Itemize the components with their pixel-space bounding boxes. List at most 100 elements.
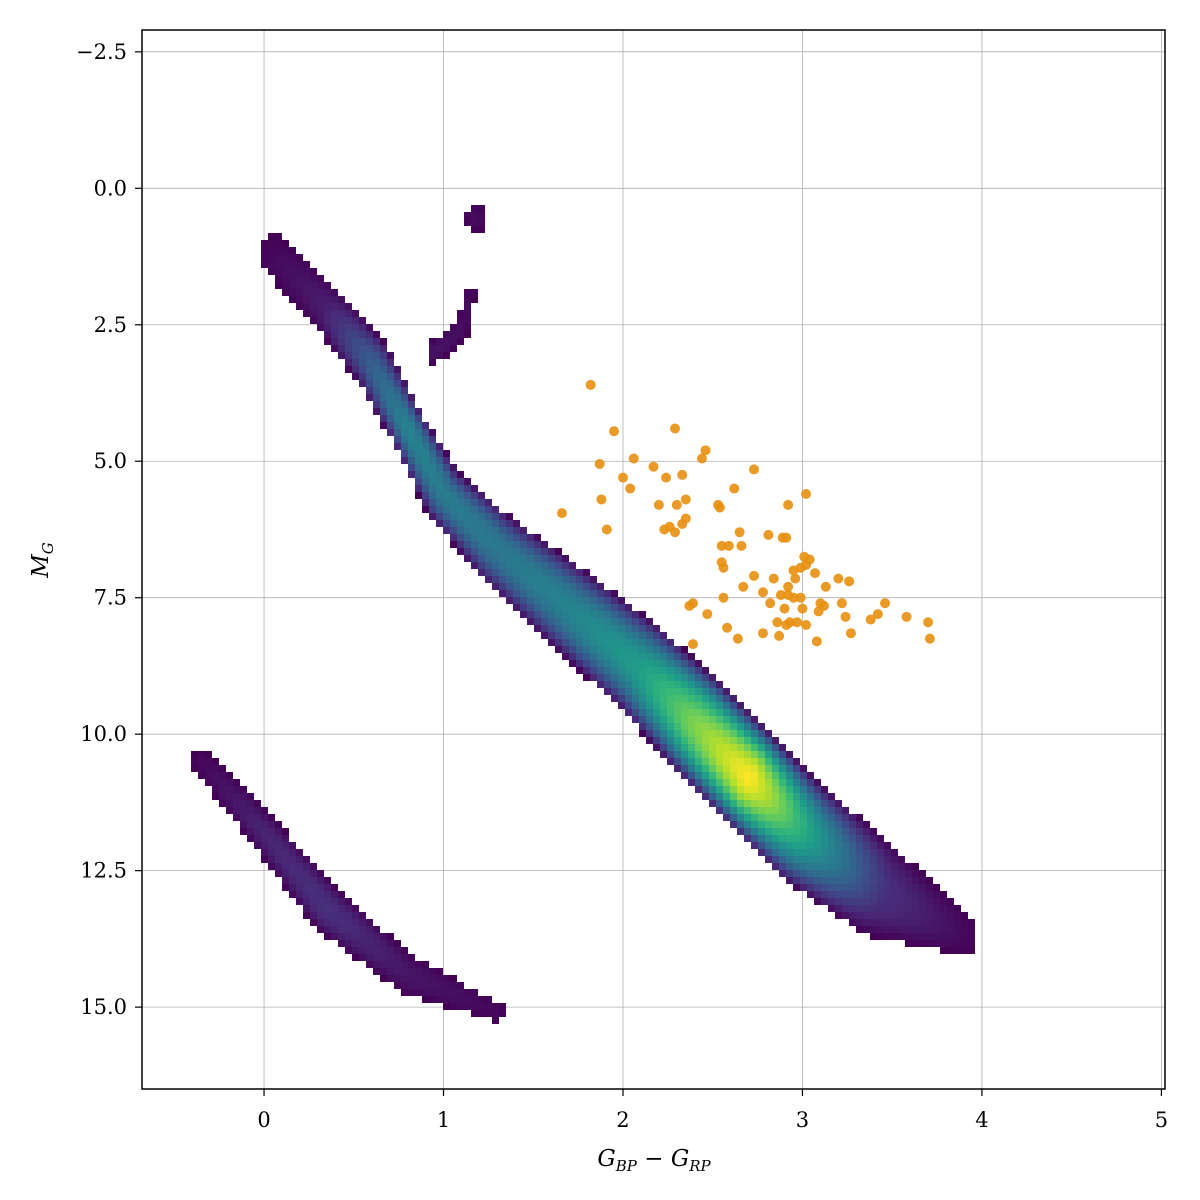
density-cell	[275, 275, 282, 282]
density-cell	[268, 863, 275, 870]
density-cell	[387, 975, 394, 982]
scatter-point	[781, 620, 792, 631]
density-cell	[709, 772, 716, 779]
density-cell	[499, 541, 506, 548]
density-cell	[884, 926, 891, 933]
density-cell	[310, 877, 317, 884]
density-cell	[471, 296, 478, 303]
density-cell	[709, 744, 716, 751]
density-cell	[884, 933, 891, 940]
density-cell	[856, 849, 863, 856]
density-cell	[653, 730, 660, 737]
density-cell	[352, 926, 359, 933]
density-cell	[310, 884, 317, 891]
density-cell	[296, 296, 303, 303]
density-cell	[436, 989, 443, 996]
density-cell	[289, 891, 296, 898]
density-cell	[793, 814, 800, 821]
density-cell	[667, 702, 674, 709]
density-cell	[863, 842, 870, 849]
density-cell	[674, 737, 681, 744]
density-cell	[940, 905, 947, 912]
density-cell	[506, 562, 513, 569]
density-cell	[793, 772, 800, 779]
density-cell	[275, 863, 282, 870]
density-cell	[429, 982, 436, 989]
density-cell	[807, 856, 814, 863]
density-cell	[800, 870, 807, 877]
y-tick-label: 7.5	[94, 586, 127, 610]
x-tick-label: 4	[975, 1108, 988, 1132]
density-cell	[338, 912, 345, 919]
density-cell	[310, 310, 317, 317]
scatter-point	[687, 639, 698, 650]
density-cell	[807, 828, 814, 835]
density-cell	[415, 989, 422, 996]
y-tick-label: 10.0	[80, 722, 127, 746]
density-cell	[898, 863, 905, 870]
density-cell	[555, 583, 562, 590]
density-cell	[569, 569, 576, 576]
density-cell	[807, 891, 814, 898]
density-cell	[555, 611, 562, 618]
density-cell	[576, 569, 583, 576]
density-cell	[373, 394, 380, 401]
density-cell	[485, 548, 492, 555]
density-cell	[429, 457, 436, 464]
density-cell	[947, 905, 954, 912]
scatter-point	[788, 592, 799, 603]
density-cell	[471, 548, 478, 555]
density-cell	[625, 660, 632, 667]
density-cell	[240, 793, 247, 800]
density-cell	[604, 639, 611, 646]
density-cell	[240, 814, 247, 821]
density-cell	[688, 702, 695, 709]
density-cell	[681, 737, 688, 744]
density-cell	[863, 849, 870, 856]
density-cell	[429, 352, 436, 359]
density-cell	[324, 282, 331, 289]
density-cell	[681, 751, 688, 758]
density-cell	[751, 786, 758, 793]
density-cell	[807, 821, 814, 828]
density-cell	[968, 940, 975, 947]
density-cell	[674, 765, 681, 772]
density-cell	[765, 751, 772, 758]
density-cell	[457, 317, 464, 324]
density-cell	[240, 800, 247, 807]
density-cell	[821, 835, 828, 842]
density-cell	[562, 569, 569, 576]
density-cell	[737, 751, 744, 758]
density-cell	[471, 989, 478, 996]
density-cell	[352, 954, 359, 961]
density-cell	[310, 870, 317, 877]
density-cell	[597, 639, 604, 646]
density-cell	[590, 611, 597, 618]
density-cell	[709, 737, 716, 744]
density-cell	[737, 709, 744, 716]
density-cell	[919, 884, 926, 891]
density-cell	[464, 303, 471, 310]
density-cell	[828, 849, 835, 856]
density-cell	[261, 835, 268, 842]
density-cell	[681, 730, 688, 737]
density-cell	[408, 982, 415, 989]
density-cell	[478, 513, 485, 520]
density-cell	[282, 884, 289, 891]
density-cell	[709, 681, 716, 688]
density-cell	[800, 821, 807, 828]
density-cell	[807, 814, 814, 821]
density-cell	[576, 646, 583, 653]
density-cell	[443, 499, 450, 506]
density-cell	[471, 527, 478, 534]
scatter-point	[880, 598, 891, 609]
density-cell	[695, 681, 702, 688]
density-cell	[254, 800, 261, 807]
density-cell	[541, 597, 548, 604]
density-cell	[464, 289, 471, 296]
density-cell	[828, 793, 835, 800]
x-label-sub1: BP	[615, 1157, 638, 1175]
density-cell	[821, 863, 828, 870]
density-cell	[604, 681, 611, 688]
